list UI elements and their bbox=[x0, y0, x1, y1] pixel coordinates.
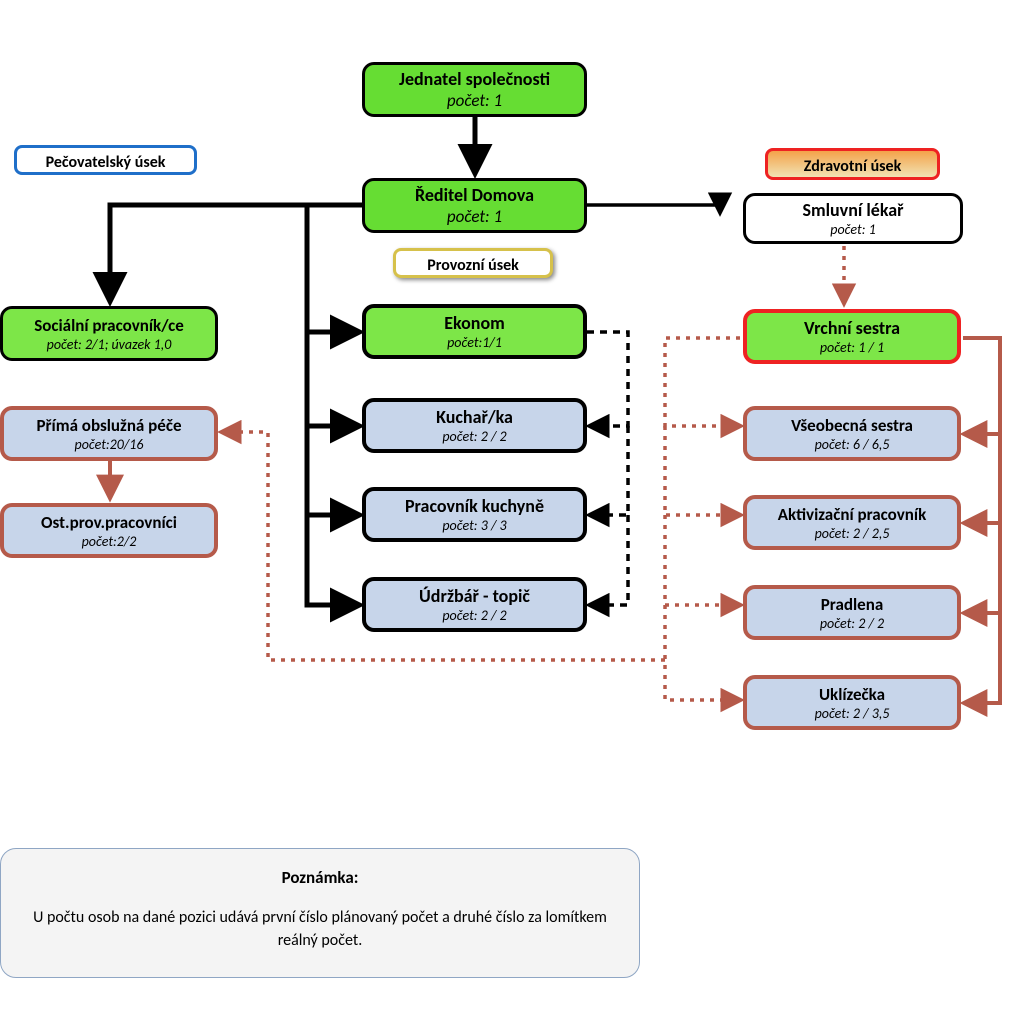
node-subtitle: počet:2/2 bbox=[4, 533, 214, 550]
section-label-care: Pečovatelský úsek bbox=[14, 145, 197, 175]
node-lekar: Smluvní lékařpočet: 1 bbox=[743, 193, 963, 244]
node-subtitle: počet: 1 bbox=[365, 90, 584, 111]
node-title: Ekonom bbox=[366, 312, 583, 334]
node-title: Pracovník kuchyně bbox=[366, 495, 583, 517]
node-ekonom: Ekonompočet:1/1 bbox=[362, 304, 587, 359]
node-socprac: Sociální pracovník/cepočet: 2/1; úvazek … bbox=[0, 306, 218, 361]
section-label-health: Zdravotní úsek bbox=[765, 148, 940, 180]
node-subtitle: počet:20/16 bbox=[4, 436, 214, 453]
node-title: Všeobecná sestra bbox=[747, 415, 957, 436]
node-prima: Přímá obslužná péčepočet:20/16 bbox=[0, 406, 218, 461]
node-ukliz: Uklízečkapočet: 2 / 3,5 bbox=[743, 675, 961, 730]
node-ostprov: Ost.prov.pracovnícipočet:2/2 bbox=[0, 503, 218, 558]
node-title: Kuchař/ka bbox=[366, 406, 583, 428]
note-box: Poznámka: U počtu osob na dané pozici ud… bbox=[0, 848, 640, 978]
node-title: Údržbář - topič bbox=[366, 585, 583, 607]
node-vrchni: Vrchní sestrapočet: 1 / 1 bbox=[743, 309, 961, 364]
node-jednatel: Jednatel společnostipočet: 1 bbox=[362, 62, 587, 117]
node-title: Aktivizační pracovník bbox=[747, 504, 957, 525]
node-subtitle: počet: 1 bbox=[365, 206, 584, 227]
node-subtitle: počet: 2 / 2 bbox=[366, 607, 583, 624]
node-subtitle: počet: 2 / 3,5 bbox=[747, 705, 957, 722]
node-vseob: Všeobecná sestrapočet: 6 / 6,5 bbox=[743, 406, 961, 461]
node-subtitle: počet: 1 / 1 bbox=[747, 339, 957, 356]
node-subtitle: počet: 6 / 6,5 bbox=[747, 436, 957, 453]
node-title: Jednatel společnosti bbox=[365, 68, 584, 90]
node-subtitle: počet: 3 / 3 bbox=[366, 517, 583, 534]
node-kuchar: Kuchař/kapočet: 2 / 2 bbox=[362, 398, 587, 453]
node-subtitle: počet: 2 / 2 bbox=[366, 428, 583, 445]
node-subtitle: počet:1/1 bbox=[366, 334, 583, 351]
section-label-ops: Provozní úsek bbox=[393, 248, 553, 278]
node-title: Přímá obslužná péče bbox=[4, 415, 214, 436]
node-udrzbar: Údržbář - topičpočet: 2 / 2 bbox=[362, 577, 587, 632]
node-subtitle: počet: 1 bbox=[746, 221, 960, 238]
node-subtitle: počet: 2 / 2 bbox=[747, 615, 957, 632]
note-body: U počtu osob na dané pozici udává první … bbox=[31, 906, 609, 952]
node-title: Vrchní sestra bbox=[747, 317, 957, 339]
node-pradlena: Pradlenapočet: 2 / 2 bbox=[743, 585, 961, 640]
node-subtitle: počet: 2/1; úvazek 1,0 bbox=[3, 336, 215, 353]
note-title: Poznámka: bbox=[31, 867, 609, 888]
node-title: Sociální pracovník/ce bbox=[3, 315, 215, 336]
node-title: Ost.prov.pracovníci bbox=[4, 512, 214, 533]
node-subtitle: počet: 2 / 2,5 bbox=[747, 525, 957, 542]
node-prackuch: Pracovník kuchyněpočet: 3 / 3 bbox=[362, 487, 587, 542]
node-aktiv: Aktivizační pracovníkpočet: 2 / 2,5 bbox=[743, 495, 961, 550]
node-title: Smluvní lékař bbox=[746, 199, 960, 221]
node-title: Ředitel Domova bbox=[365, 184, 584, 206]
node-title: Uklízečka bbox=[747, 684, 957, 705]
node-title: Pradlena bbox=[747, 594, 957, 615]
node-reditel: Ředitel Domovapočet: 1 bbox=[362, 178, 587, 233]
